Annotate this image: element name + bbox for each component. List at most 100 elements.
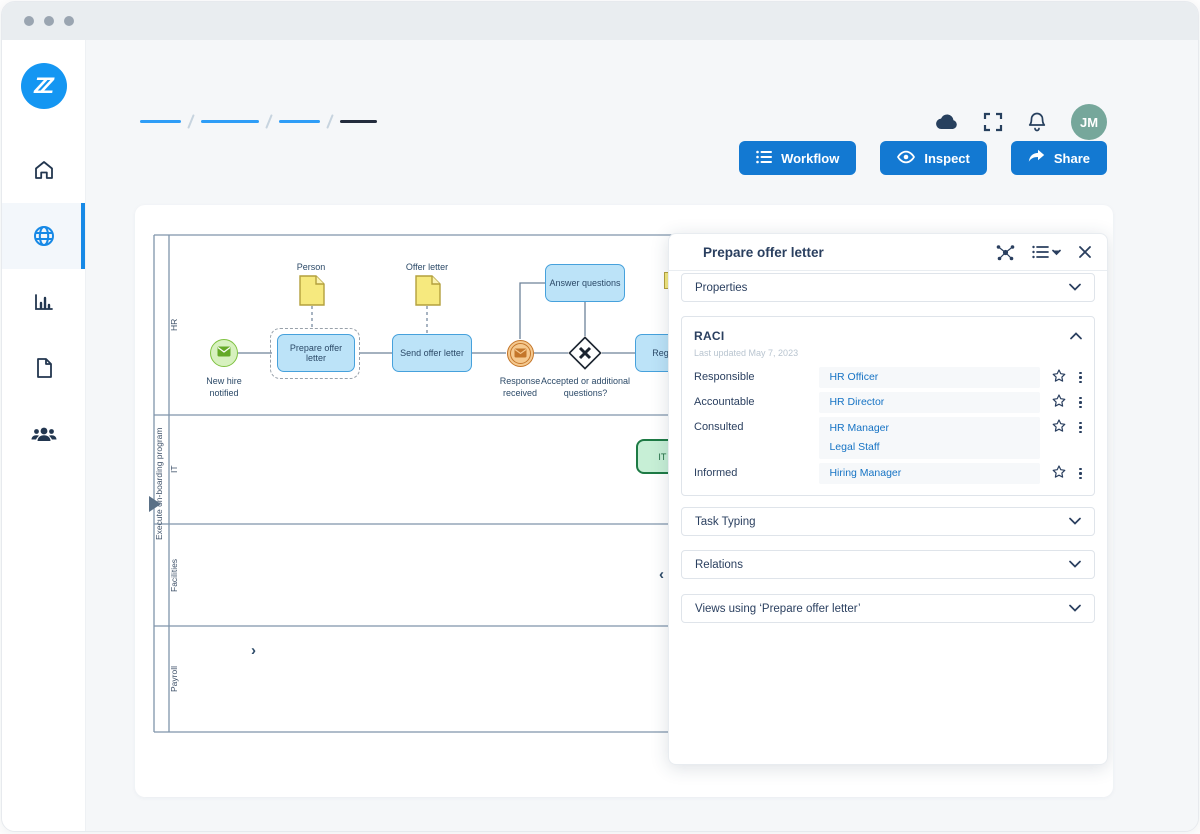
section-properties-label: Properties — [695, 281, 748, 294]
lane-label-it: IT — [169, 465, 179, 474]
app-logo[interactable]: ZZ — [20, 63, 67, 109]
sidebar: ZZ — [2, 40, 86, 831]
raci-row-responsible: Responsible HR Officer — [694, 367, 1082, 388]
selection-outline — [270, 328, 360, 379]
bpmn-connectors — [153, 234, 835, 733]
assignee-link[interactable]: Legal Staff — [829, 441, 880, 453]
list-view-dropdown-icon[interactable] — [1032, 245, 1062, 259]
list-icon — [756, 150, 773, 167]
envelope-icon — [217, 344, 231, 362]
share-button[interactable]: Share — [1010, 141, 1107, 175]
kebab-menu-icon[interactable] — [1079, 421, 1082, 434]
breadcrumb-separator — [326, 114, 334, 129]
pool-collapse-marker[interactable] — [149, 496, 161, 512]
kebab-menu-icon[interactable] — [1079, 396, 1082, 409]
data-object-person-label: Person — [296, 262, 326, 272]
gateway-label: Accepted or additional questions? — [540, 376, 631, 398]
assignee-link[interactable]: HR Officer — [829, 371, 879, 383]
relations-graph-icon[interactable] — [996, 244, 1015, 261]
raci-title: RACI — [694, 329, 725, 343]
header-icon-group: JM — [933, 104, 1107, 140]
cloud-icon[interactable] — [933, 112, 959, 132]
breadcrumb-separator — [265, 114, 273, 129]
workflow-button-label: Workflow — [781, 150, 840, 166]
raci-value-cell: HR Manager Legal Staff — [819, 417, 1041, 459]
share-arrow-icon — [1028, 149, 1045, 167]
gateway-exclusive[interactable] — [568, 336, 602, 375]
raci-role-label: Consulted — [694, 421, 744, 433]
sidebar-item-documents[interactable] — [2, 335, 85, 401]
workflow-button[interactable]: Workflow — [739, 141, 857, 175]
task-send-offer-letter[interactable]: Send offer letter — [392, 334, 472, 372]
breadcrumb-segment-1[interactable] — [140, 120, 181, 123]
close-icon[interactable] — [1079, 246, 1091, 258]
users-icon — [30, 422, 58, 446]
window-dot-1[interactable] — [24, 16, 34, 26]
data-object-offer-letter-icon[interactable] — [415, 275, 441, 311]
raci-value-cell: Hiring Manager — [819, 463, 1041, 484]
section-properties[interactable]: Properties — [681, 273, 1095, 302]
breadcrumb-segment-2[interactable] — [201, 120, 259, 123]
task-answer-questions[interactable]: Answer questions — [545, 264, 625, 302]
browser-titlebar — [2, 2, 1198, 40]
raci-row-consulted: Consulted HR Manager Legal Staff — [694, 417, 1082, 459]
raci-row-accountable: Accountable HR Director — [694, 392, 1082, 413]
raci-last-updated: Last updated May 7, 2023 — [694, 348, 799, 358]
chevron-down-icon — [1069, 516, 1081, 528]
raci-role-label: Accountable — [694, 396, 755, 408]
start-event-new-hire[interactable] — [210, 339, 238, 367]
assignee-link[interactable]: Hiring Manager — [829, 467, 902, 479]
lane-label-payroll: Payroll — [169, 666, 179, 692]
inspect-button[interactable]: Inspect — [880, 141, 987, 175]
star-icon[interactable] — [1052, 368, 1066, 387]
data-object-person-icon[interactable] — [299, 275, 325, 311]
sidebar-item-team[interactable] — [2, 401, 85, 467]
lane-label-facilities: Facilities — [169, 558, 179, 592]
breadcrumb-segment-3[interactable] — [279, 120, 320, 123]
home-icon — [32, 158, 56, 182]
kebab-menu-icon[interactable] — [1079, 371, 1082, 384]
star-icon[interactable] — [1052, 464, 1066, 483]
sidebar-nav — [2, 137, 85, 467]
section-views-using[interactable]: Views using ‘Prepare offer letter’ — [681, 594, 1095, 623]
details-panel: Prepare offer letter — [668, 233, 1108, 765]
section-relations[interactable]: Relations — [681, 550, 1095, 579]
window-dot-3[interactable] — [64, 16, 74, 26]
assignee-link[interactable]: HR Director — [829, 396, 885, 408]
chevron-down-icon — [1069, 282, 1081, 294]
assignee-link[interactable]: HR Manager — [829, 422, 889, 434]
raci-role-label: Informed — [694, 467, 738, 479]
user-avatar[interactable]: JM — [1071, 104, 1107, 140]
fullscreen-icon[interactable] — [983, 112, 1003, 132]
star-icon[interactable] — [1052, 418, 1066, 437]
bar-chart-icon — [32, 290, 56, 314]
intermediate-event-response[interactable] — [507, 340, 534, 367]
star-icon[interactable] — [1052, 393, 1066, 412]
diagram-canvas[interactable]: Execute on-boarding program HR IT Facili… — [135, 205, 1113, 797]
payroll-flow-chevron[interactable]: › — [251, 642, 256, 659]
section-task-typing-label: Task Typing — [695, 515, 756, 528]
start-event-label: New hire notified — [206, 376, 242, 398]
sidebar-item-processes[interactable] — [2, 203, 85, 269]
event-inner-ring — [510, 343, 531, 364]
main-area: JM Workflow Inspect — [86, 40, 1198, 831]
window-dot-2[interactable] — [44, 16, 54, 26]
chevron-up-icon[interactable] — [1070, 327, 1082, 345]
sidebar-item-analytics[interactable] — [2, 269, 85, 335]
raci-value-cell: HR Officer — [819, 367, 1041, 388]
task-prepare-offer-letter[interactable]: Prepare offer letter — [277, 334, 355, 372]
sidebar-item-home[interactable] — [2, 137, 85, 203]
raci-role-label: Responsible — [694, 371, 755, 383]
data-object-offer-letter-label: Offer letter — [405, 262, 449, 272]
eye-icon — [897, 150, 916, 167]
bell-icon[interactable] — [1027, 111, 1047, 133]
pool-label: Execute on-boarding program — [154, 427, 164, 540]
facilities-flow-chevron[interactable]: ‹ — [659, 566, 664, 583]
section-task-typing[interactable]: Task Typing — [681, 507, 1095, 536]
breadcrumb-separator — [187, 114, 195, 129]
breadcrumb-segment-current — [340, 120, 377, 123]
kebab-menu-icon[interactable] — [1079, 467, 1082, 480]
section-views-using-label: Views using ‘Prepare offer letter’ — [695, 602, 861, 615]
panel-title: Prepare offer letter — [703, 244, 824, 260]
